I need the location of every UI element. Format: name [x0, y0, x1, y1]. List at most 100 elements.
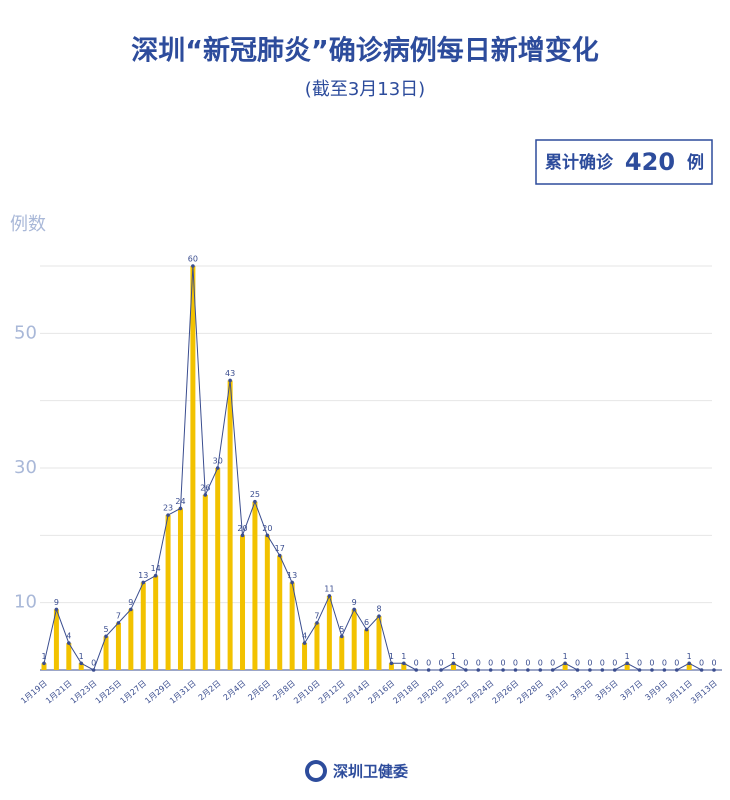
- bar: [326, 595, 332, 670]
- value-label: 1: [625, 652, 630, 661]
- point: [389, 661, 394, 666]
- point: [339, 634, 344, 639]
- value-label: 26: [200, 483, 210, 492]
- bar: [686, 663, 692, 670]
- x-tick-label: 2月2日: [197, 679, 223, 703]
- x-tick-label: 2月6日: [246, 679, 272, 703]
- value-label: 0: [699, 659, 704, 668]
- value-label: 7: [116, 611, 121, 620]
- value-label: 1: [389, 652, 394, 661]
- point: [414, 668, 419, 672]
- value-label: 0: [600, 659, 605, 668]
- x-tick-label: 3月13日: [689, 679, 719, 706]
- point: [526, 668, 530, 672]
- point: [141, 580, 146, 585]
- value-label: 9: [54, 598, 59, 607]
- bar: [41, 663, 47, 670]
- point: [265, 533, 270, 538]
- point: [327, 594, 332, 598]
- point: [625, 661, 629, 666]
- value-label: 0: [513, 659, 518, 668]
- point: [315, 621, 319, 625]
- value-label: 1: [79, 652, 84, 661]
- bar: [401, 663, 407, 670]
- bar: [215, 468, 221, 670]
- bar: [388, 663, 394, 670]
- point: [54, 607, 59, 612]
- value-label: 1: [401, 652, 406, 661]
- x-tick-label: 2月28日: [515, 679, 545, 706]
- value-label: 0: [649, 659, 654, 668]
- point: [402, 661, 406, 666]
- value-label: 0: [662, 659, 667, 668]
- point: [637, 668, 642, 672]
- bar: [115, 622, 121, 670]
- bar: [177, 508, 183, 670]
- point: [538, 668, 543, 672]
- value-label: 0: [538, 659, 543, 668]
- value-label: 4: [66, 632, 71, 641]
- bar: [240, 535, 246, 670]
- chart-subtitle: (截至3月13日): [305, 79, 425, 100]
- point: [240, 533, 245, 538]
- chart-title: 深圳“新冠肺炎”确诊病例每日新增变化: [131, 35, 599, 67]
- point: [277, 553, 282, 558]
- bar: [53, 609, 59, 670]
- value-label: 24: [175, 497, 185, 506]
- value-label: 4: [302, 632, 307, 641]
- value-label: 0: [414, 659, 419, 668]
- value-label: 60: [188, 255, 198, 264]
- value-label: 30: [213, 457, 223, 466]
- bar: [364, 629, 370, 670]
- x-tick-label: 2月20日: [416, 679, 446, 706]
- value-label: 7: [314, 611, 319, 620]
- x-tick-label: 1月31日: [168, 679, 198, 706]
- value-label: 0: [476, 659, 481, 668]
- x-tick-label: 2月10日: [292, 679, 322, 706]
- x-tick-label: 1月25日: [94, 679, 124, 706]
- bar: [450, 663, 456, 670]
- point: [67, 641, 71, 645]
- value-label: 5: [103, 625, 108, 634]
- value-label: 6: [364, 618, 369, 627]
- x-tick-label: 1月29日: [143, 679, 173, 706]
- point: [42, 661, 46, 666]
- x-tick-label: 2月22日: [441, 679, 471, 706]
- point: [91, 668, 96, 672]
- point: [253, 499, 257, 504]
- point: [364, 627, 369, 632]
- bar: [376, 616, 382, 670]
- bar: [252, 501, 258, 670]
- value-label: 11: [324, 584, 334, 593]
- y-tick-label: 50: [14, 322, 37, 343]
- bar: [277, 555, 283, 670]
- point: [712, 668, 716, 672]
- value-label: 0: [525, 659, 530, 668]
- bar: [562, 663, 568, 670]
- point: [302, 641, 307, 645]
- point: [451, 661, 456, 666]
- point: [104, 634, 108, 639]
- value-label: 43: [225, 369, 235, 378]
- point: [191, 264, 195, 268]
- x-tick-label: 3月7日: [619, 679, 645, 703]
- x-tick-label: 1月19日: [19, 679, 49, 706]
- point: [439, 668, 443, 672]
- value-label: 1: [687, 652, 692, 661]
- point: [699, 668, 704, 672]
- value-label: 5: [339, 625, 344, 634]
- value-label: 20: [262, 524, 272, 533]
- value-label: 0: [587, 659, 592, 668]
- value-label: 9: [352, 598, 357, 607]
- point: [178, 506, 183, 511]
- source: 深圳卫健委: [333, 763, 408, 781]
- point: [662, 668, 667, 672]
- x-tick-label: 2月14日: [342, 679, 372, 706]
- value-label: 0: [550, 659, 555, 668]
- y-axis-label: 例数: [10, 214, 46, 235]
- point: [215, 466, 220, 470]
- value-label: 23: [163, 504, 173, 513]
- point: [464, 668, 468, 672]
- x-tick-label: 2月4日: [222, 679, 248, 703]
